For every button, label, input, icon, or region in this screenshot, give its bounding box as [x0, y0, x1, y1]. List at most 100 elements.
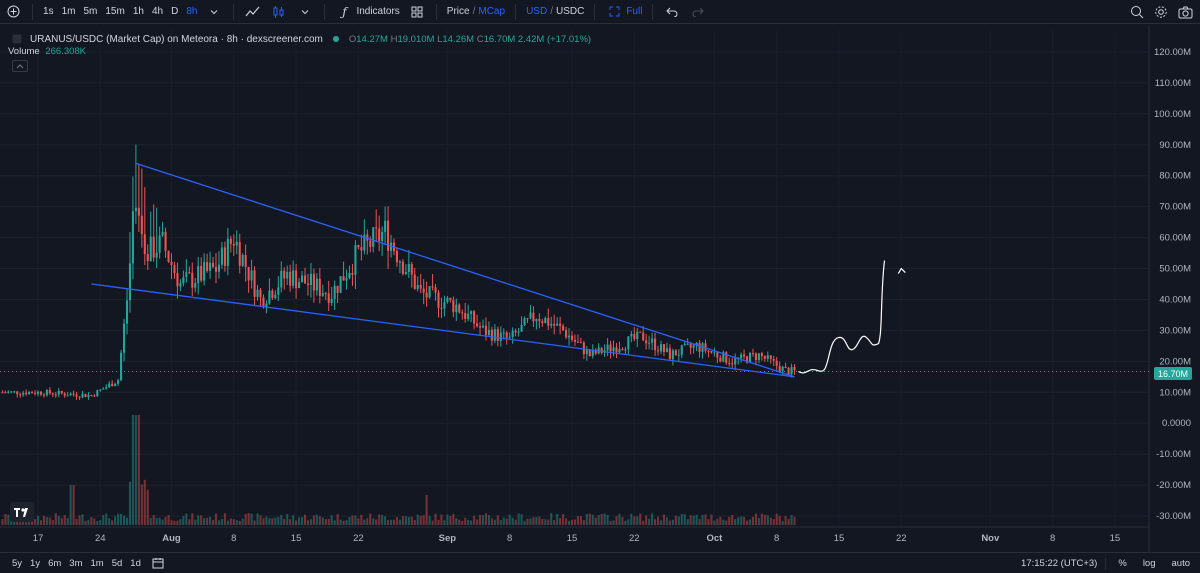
volume-bar	[532, 517, 535, 525]
candle-body	[484, 325, 488, 335]
timeframe-15m[interactable]: 15m	[105, 6, 125, 17]
timeframe-4h[interactable]: 4h	[151, 6, 164, 17]
volume-bar	[191, 513, 194, 525]
candle-body	[778, 365, 781, 372]
range-6m[interactable]: 6m	[48, 557, 62, 569]
volume-bar	[654, 519, 657, 525]
timeframe-1m[interactable]: 1m	[61, 6, 76, 17]
volume-bar	[235, 520, 238, 525]
price-mcap-toggle[interactable]: Price / MCap	[443, 0, 509, 24]
candle-body	[713, 352, 716, 354]
candle-body	[33, 393, 37, 395]
toolbar-right	[1128, 0, 1194, 24]
chart-area[interactable]: 120.00M 110.00M 100.00M 90.00M 80.00M 70.00M 6…	[0, 25, 1200, 552]
range-1y[interactable]: 1y	[30, 557, 41, 569]
candle-body	[268, 290, 271, 304]
y-tick-label: 30.00M	[1159, 325, 1191, 336]
clock-display[interactable]: 17:15:22 (UTC+3)	[1021, 558, 1098, 569]
volume-bar	[42, 515, 45, 525]
volume-bar	[220, 519, 223, 525]
volume-bar	[268, 518, 271, 525]
timeframe-1s[interactable]: 1s	[43, 6, 54, 17]
volume-bar	[514, 519, 517, 525]
volume-bar	[508, 514, 511, 525]
candle-body	[378, 228, 381, 242]
candle-body	[357, 245, 360, 248]
quote-currency-toggle[interactable]: USD / USDC	[522, 0, 588, 24]
volume-bar	[674, 515, 677, 525]
undo-button[interactable]	[659, 0, 685, 24]
range-1d[interactable]: 1d	[130, 557, 141, 569]
chart-type-candles-button[interactable]	[266, 0, 292, 24]
volume-bar	[541, 518, 544, 525]
divider	[1105, 557, 1107, 570]
volume-bar	[401, 516, 404, 525]
camera-icon[interactable]	[1176, 3, 1194, 21]
volume-bar	[69, 485, 72, 525]
candle-body	[51, 393, 54, 395]
function-icon: ƒ	[342, 4, 347, 19]
range-5y[interactable]: 5y	[12, 557, 23, 569]
volume-bar	[740, 516, 743, 525]
x-tick-label: 8	[231, 533, 236, 544]
search-icon[interactable]	[1128, 3, 1146, 21]
y-tick-label: 0.0000	[1162, 418, 1191, 429]
change-value: 2.42M (+17.01%)	[517, 33, 592, 45]
indicators-button[interactable]: ƒ Indicators	[331, 0, 403, 24]
templates-button[interactable]	[404, 0, 430, 24]
candle-body	[443, 302, 446, 309]
range-3m[interactable]: 3m	[69, 557, 83, 569]
percent-toggle[interactable]: %	[1118, 558, 1127, 569]
candle-body	[342, 276, 345, 281]
timeframe-8h[interactable]: 8h	[186, 6, 198, 17]
candle-body	[422, 288, 425, 293]
fullscreen-button[interactable]: Full	[601, 0, 646, 24]
volume-bar	[25, 519, 28, 525]
candle-body	[384, 220, 387, 232]
volume-bar	[490, 518, 493, 525]
gear-icon[interactable]	[1152, 3, 1170, 21]
redo-button[interactable]	[685, 0, 711, 24]
candle-body	[31, 391, 34, 394]
candle-body	[244, 254, 247, 267]
chart-type-dropdown[interactable]	[292, 0, 318, 24]
volume-bar	[701, 514, 704, 525]
range-5d[interactable]: 5d	[111, 557, 123, 569]
timeframe-dropdown[interactable]	[201, 0, 227, 24]
volume-bar	[164, 516, 167, 525]
tradingview-logo-icon[interactable]	[10, 502, 34, 522]
volume-bar	[689, 515, 692, 525]
collapse-legend-button[interactable]	[12, 60, 28, 72]
candle-body	[108, 383, 111, 388]
go-to-date-button[interactable]	[145, 553, 171, 573]
volume-bar	[710, 514, 713, 525]
volume-bar	[188, 519, 191, 525]
volume-bar	[511, 517, 514, 525]
volume-bar	[609, 520, 612, 525]
volume-bar	[247, 513, 250, 525]
timeframe-5m[interactable]: 5m	[83, 6, 98, 17]
chart-type-line-button[interactable]	[240, 0, 266, 24]
price-chart[interactable]: 120.00M 110.00M 100.00M 90.00M 80.00M 70.00M 6…	[0, 25, 1200, 552]
candle-body	[13, 391, 16, 393]
range-1m[interactable]: 1m	[90, 557, 104, 569]
volume-bar	[790, 515, 793, 525]
volume-bar	[63, 515, 66, 525]
volume-bar	[523, 520, 526, 525]
candle-body	[60, 390, 63, 394]
y-tick-label: 40.00M	[1159, 294, 1191, 305]
candle-body	[588, 349, 591, 356]
candle-body	[668, 348, 671, 360]
candle-body	[182, 277, 185, 284]
log-toggle[interactable]: log	[1142, 558, 1156, 569]
timeframe-1h[interactable]: 1h	[132, 6, 144, 17]
timeframe-D[interactable]: D	[171, 6, 179, 17]
candle-body	[467, 313, 470, 319]
volume-bar	[446, 514, 449, 525]
candle-body	[476, 323, 479, 327]
add-symbol-button[interactable]	[0, 0, 26, 24]
auto-toggle[interactable]: auto	[1171, 558, 1191, 569]
candle-body	[511, 330, 514, 337]
candle-body	[235, 241, 238, 246]
candle-body	[633, 334, 636, 340]
